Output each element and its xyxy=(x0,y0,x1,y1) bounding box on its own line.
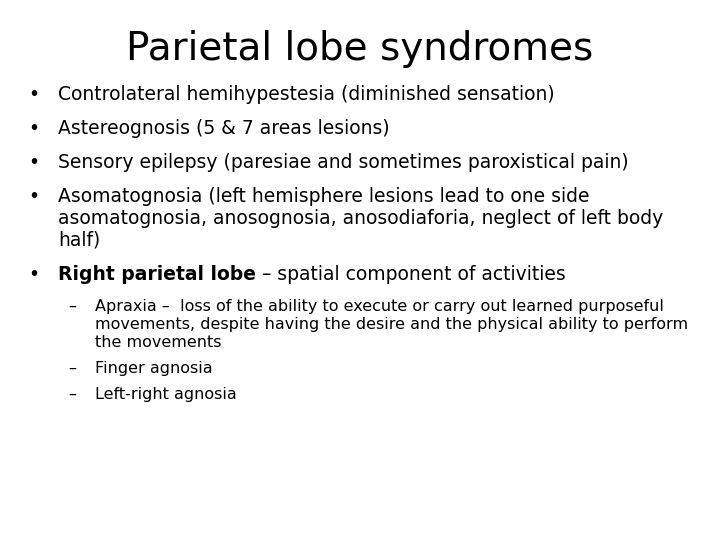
Text: •: • xyxy=(28,265,39,284)
Text: •: • xyxy=(28,187,39,206)
Text: asomatognosia, anosognosia, anosodiaforia, neglect of left body: asomatognosia, anosognosia, anosodiafori… xyxy=(58,209,663,228)
Text: movements, despite having the desire and the physical ability to perform: movements, despite having the desire and… xyxy=(95,317,688,332)
Text: half): half) xyxy=(58,231,100,250)
Text: Astereognosis (5 & 7 areas lesions): Astereognosis (5 & 7 areas lesions) xyxy=(58,119,390,138)
Text: Finger agnosia: Finger agnosia xyxy=(95,361,212,376)
Text: Parietal lobe syndromes: Parietal lobe syndromes xyxy=(127,30,593,68)
Text: •: • xyxy=(28,153,39,172)
Text: –: – xyxy=(68,387,76,402)
Text: Apraxia –  loss of the ability to execute or carry out learned purposeful: Apraxia – loss of the ability to execute… xyxy=(95,299,664,314)
Text: the movements: the movements xyxy=(95,335,222,350)
Text: –: – xyxy=(68,299,76,314)
Text: Sensory epilepsy (paresiae and sometimes paroxistical pain): Sensory epilepsy (paresiae and sometimes… xyxy=(58,153,629,172)
Text: Right parietal lobe: Right parietal lobe xyxy=(58,265,256,284)
Text: Asomatognosia (left hemisphere lesions lead to one side: Asomatognosia (left hemisphere lesions l… xyxy=(58,187,590,206)
Text: –: – xyxy=(68,361,76,376)
Text: – spatial component of activities: – spatial component of activities xyxy=(256,265,566,284)
Text: •: • xyxy=(28,119,39,138)
Text: Left-right agnosia: Left-right agnosia xyxy=(95,387,237,402)
Text: Controlateral hemihypestesia (diminished sensation): Controlateral hemihypestesia (diminished… xyxy=(58,85,554,104)
Text: •: • xyxy=(28,85,39,104)
